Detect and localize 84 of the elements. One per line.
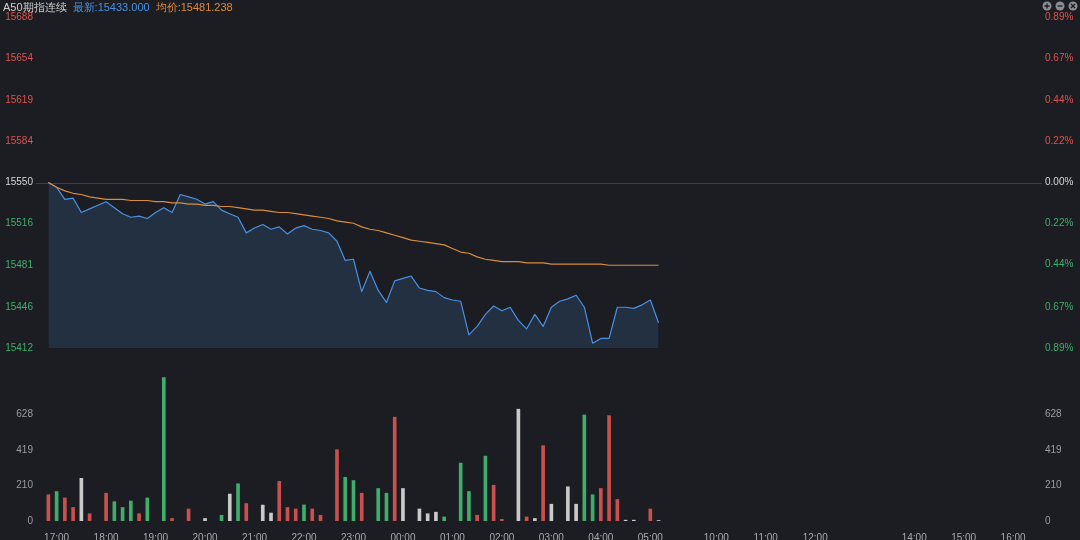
bar — [227, 493, 232, 521]
bar — [302, 504, 306, 521]
bar — [104, 492, 108, 521]
x-tick-label: 22:00 — [291, 531, 317, 540]
x-tick-label: 17:00 — [44, 531, 70, 540]
x-tick-label: 18:00 — [93, 531, 120, 540]
bar — [145, 497, 150, 521]
x-tick-label: 04:00 — [588, 531, 614, 540]
x-tick-label: 21:00 — [242, 531, 268, 540]
bar — [260, 504, 265, 521]
y2-tick-label: 0.89% — [1045, 10, 1074, 22]
y2-tick-label: 0 — [1045, 514, 1051, 526]
bar — [335, 449, 339, 521]
text: 最新:15433.000 — [72, 1, 150, 13]
bar — [425, 513, 430, 521]
bar — [137, 513, 141, 521]
y-tick-label: 15654 — [5, 51, 34, 63]
y-tick-label: 0 — [27, 514, 34, 526]
x-tick-label: 00:00 — [390, 531, 416, 540]
x-tick-label: 14:00 — [901, 531, 928, 540]
bar — [129, 500, 133, 521]
y2-tick-label: 0.00% — [1045, 176, 1074, 188]
x-tick-label: 05:00 — [637, 531, 664, 540]
x-tick-label: 16:00 — [1000, 531, 1027, 540]
bar — [392, 416, 397, 521]
bar — [236, 483, 240, 521]
bar — [343, 476, 348, 521]
bar — [648, 508, 653, 521]
bar — [269, 512, 273, 521]
bar — [574, 503, 578, 521]
x-tick-label: 10:00 — [703, 531, 730, 540]
y2-tick-label: 0.67% — [1045, 300, 1074, 312]
y-tick-label: 210 — [16, 479, 34, 491]
y2-tick-label: 0.22% — [1045, 135, 1074, 147]
bar — [63, 497, 67, 521]
x-tick-label: 15:00 — [951, 531, 977, 540]
x-tick-label: 12:00 — [802, 531, 829, 540]
bar — [599, 488, 603, 521]
bar — [607, 415, 611, 521]
bar — [566, 486, 570, 521]
bar — [277, 481, 282, 521]
bar — [310, 508, 315, 521]
bar — [170, 518, 174, 521]
y2-tick-label: 0.89% — [1045, 341, 1074, 353]
y2-tick-label: 210 — [1045, 479, 1063, 491]
x-tick-label: 02:00 — [489, 531, 515, 540]
bar — [401, 488, 405, 521]
y2-tick-label: 0.44% — [1045, 258, 1074, 270]
y-tick-label: 15584 — [5, 135, 34, 147]
y-tick-label: 15619 — [5, 93, 34, 105]
x-tick-label: 03:00 — [538, 531, 565, 540]
bar — [376, 488, 381, 521]
bar — [500, 518, 504, 521]
y2-tick-label: 419 — [1045, 443, 1063, 455]
y-tick-label: 419 — [16, 443, 34, 455]
y2-tick-label: 0.67% — [1045, 51, 1074, 63]
bar — [203, 518, 207, 521]
bar — [71, 507, 75, 521]
text: 均价:15481.238 — [155, 1, 233, 13]
x-tick-label: 20:00 — [192, 531, 218, 540]
bar — [442, 516, 446, 521]
bar — [467, 491, 471, 521]
x-tick-label: 19:00 — [143, 531, 169, 540]
bar — [161, 377, 166, 521]
x-tick-label: 11:00 — [753, 531, 779, 540]
bar — [533, 518, 537, 521]
bar — [359, 492, 364, 521]
y-tick-label: 15516 — [5, 217, 34, 229]
bar — [541, 445, 545, 521]
bar — [244, 503, 249, 521]
y-tick-label: 15412 — [5, 341, 34, 353]
y-tick-label: 15446 — [5, 300, 34, 312]
y-tick-label: 15481 — [5, 259, 34, 270]
x-tick-label: 01:00 — [439, 531, 466, 540]
chart-title: A50期指连续 — [3, 1, 67, 13]
bar — [475, 514, 479, 521]
y-tick-label: 15550 — [5, 176, 34, 188]
y-tick-label: 628 — [16, 408, 34, 420]
y2-tick-label: 0.22% — [1045, 217, 1074, 229]
y2-tick-label: 628 — [1045, 408, 1063, 420]
bar — [293, 508, 298, 521]
bar — [434, 511, 438, 521]
y2-tick-label: 0.44% — [1045, 94, 1074, 106]
x-tick-label: 23:00 — [340, 531, 367, 540]
